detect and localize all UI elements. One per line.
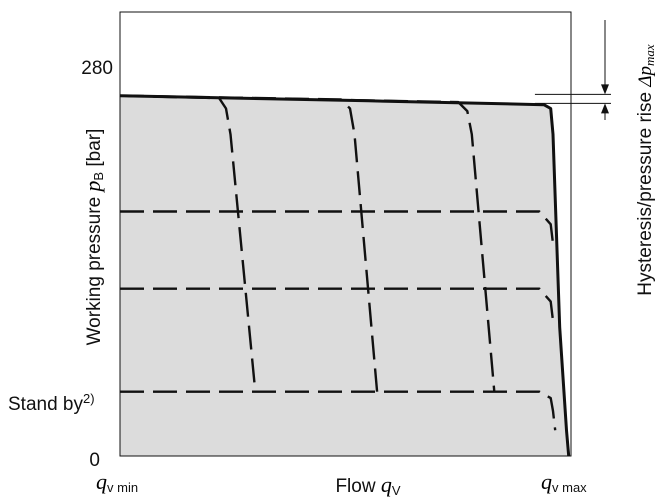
y-tick-standby: Stand by2) xyxy=(8,391,95,415)
y-axis-label-text: Working pressure xyxy=(84,192,105,346)
labels: 280 Stand by2) 0 qv min qv max Flow qV W… xyxy=(8,44,657,498)
right-axis-label-sub: max xyxy=(642,44,657,66)
right-axis-label-symbol: Δp xyxy=(635,66,656,88)
dashed-curve-4 xyxy=(120,210,555,244)
y-tick-standby-label: Stand by xyxy=(8,394,83,415)
y-tick-280: 280 xyxy=(81,58,113,79)
x-axis-label-sub: V xyxy=(392,483,401,498)
y-axis-label-sub: B xyxy=(91,172,106,181)
plot-frame xyxy=(119,11,572,457)
hysteresis-arrowhead-lower xyxy=(601,103,609,114)
x-tick-max-symbol: q xyxy=(541,469,552,494)
y-tick-0: 0 xyxy=(89,450,100,471)
x-axis-label-text: Flow xyxy=(335,476,380,497)
x-tick-min: qv min xyxy=(96,469,138,495)
right-axis-label-text: Hysteresis/pressure rise xyxy=(635,87,656,296)
x-axis-label: Flow qV xyxy=(335,472,400,498)
x-tick-min-sub: v min xyxy=(107,480,138,495)
dashed-curve-6 xyxy=(120,390,557,431)
x-axis-label-symbol: q xyxy=(381,472,392,497)
right-axis-label: Hysteresis/pressure rise Δpmax xyxy=(635,44,657,296)
y-axis-label-symbol: p xyxy=(80,181,105,194)
plot-area xyxy=(119,11,611,457)
x-tick-max: qv max xyxy=(541,469,587,495)
y-axis-label-unit: [bar] xyxy=(84,129,105,172)
y-axis-label: Working pressure pB [bar] xyxy=(80,129,106,346)
y-tick-standby-footnote: 2) xyxy=(83,391,95,406)
operating-envelope-fill xyxy=(120,95,569,456)
hysteresis-arrowhead-upper xyxy=(601,84,609,95)
dashed-curve-5 xyxy=(120,287,555,322)
x-tick-max-sub: v max xyxy=(552,480,587,495)
x-tick-min-symbol: q xyxy=(96,469,107,494)
dashed-curve-3 xyxy=(119,94,496,392)
